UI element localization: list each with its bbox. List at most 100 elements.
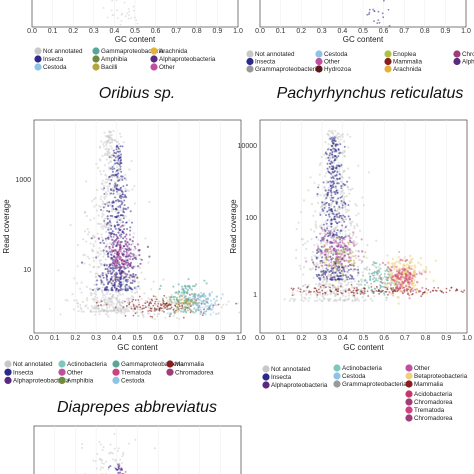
data-point [125, 237, 128, 240]
data-point [138, 257, 141, 260]
data-point [129, 262, 132, 265]
data-point [123, 250, 126, 253]
data-point [337, 132, 340, 135]
data-point [325, 243, 329, 246]
data-point [365, 267, 368, 270]
data-point [107, 190, 110, 193]
data-point [335, 279, 338, 282]
data-point [141, 310, 144, 313]
data-point [342, 248, 345, 251]
data-point [335, 214, 338, 216]
panel-oribius-legend-swatch [112, 368, 120, 376]
panel-oribius-legend-swatch [166, 368, 174, 376]
data-point [93, 198, 96, 201]
data-point [99, 170, 102, 173]
data-point [138, 287, 141, 290]
data-point [318, 274, 321, 277]
data-point [129, 255, 132, 258]
data-point [361, 274, 364, 277]
data-point [355, 249, 358, 252]
data-point [375, 277, 378, 280]
panel-oribius-legend-label: Alphaproteobacteria [13, 378, 70, 385]
data-point [162, 299, 164, 302]
data-point [408, 266, 411, 269]
data-point [349, 222, 352, 225]
data-point [105, 250, 108, 253]
data-point [111, 176, 114, 179]
data-point [366, 13, 369, 16]
data-point [82, 238, 85, 241]
data-point [335, 174, 338, 176]
panel-top-right-legend-swatch [384, 50, 392, 58]
data-point [125, 221, 128, 224]
data-point [373, 264, 376, 267]
data-point [347, 281, 350, 284]
data-point [338, 206, 341, 208]
data-point [343, 238, 346, 241]
data-point [388, 24, 391, 27]
data-point [129, 282, 132, 284]
data-point [303, 290, 305, 292]
data-point [330, 177, 333, 179]
data-point [344, 218, 347, 221]
panel-pachyrhynchus-ytick: 1 [253, 292, 257, 299]
data-point [106, 270, 110, 273]
data-point [117, 214, 120, 217]
data-point [344, 233, 347, 236]
data-point [127, 189, 130, 192]
data-point [136, 276, 139, 279]
data-point [312, 214, 315, 217]
data-point [332, 161, 335, 165]
data-point [114, 280, 117, 283]
data-point [412, 285, 415, 288]
data-point [387, 8, 390, 11]
data-point [347, 289, 350, 292]
data-point [105, 286, 108, 289]
data-point [100, 462, 103, 464]
data-point [380, 278, 383, 281]
data-point [124, 240, 127, 243]
data-point [360, 238, 363, 241]
data-point [220, 297, 223, 300]
data-point [362, 292, 365, 295]
panel-top-left-legend-label: Alphaproteobacteria [159, 56, 216, 63]
data-point [193, 298, 197, 301]
data-point [403, 281, 406, 284]
panel-pachyrhynchus-xtick: 0.7 [400, 335, 410, 342]
data-point [337, 182, 340, 185]
data-point [105, 144, 108, 147]
data-point [387, 276, 390, 279]
data-point [110, 134, 113, 137]
panel-pachyrhynchus-xtick: 0.2 [297, 335, 307, 342]
data-point [338, 235, 341, 238]
data-point [344, 247, 347, 250]
data-point [117, 269, 120, 272]
panel-oribius-legend-swatch [166, 360, 174, 368]
data-point [114, 278, 117, 281]
data-point [76, 302, 79, 305]
panel-pachyrhynchus-xtick: 0.5 [359, 335, 369, 342]
data-point [113, 309, 116, 312]
data-point [95, 283, 98, 286]
data-point [329, 221, 332, 224]
data-point [114, 210, 117, 213]
panel-top-right-legend-label: Hydrozoa [324, 66, 351, 73]
data-point [110, 232, 113, 235]
data-point [238, 311, 241, 314]
data-point [89, 242, 92, 245]
data-point [110, 228, 113, 230]
data-point [119, 145, 122, 148]
data-point [97, 300, 100, 303]
data-point [73, 277, 76, 280]
data-point [94, 293, 98, 296]
data-point [337, 299, 340, 302]
data-point [180, 310, 183, 313]
data-point [332, 270, 335, 273]
data-point [387, 273, 390, 276]
data-point [118, 301, 121, 304]
data-point [104, 298, 107, 301]
data-point [348, 277, 351, 280]
data-point [327, 259, 330, 262]
data-point [330, 136, 333, 139]
data-point [123, 245, 126, 248]
